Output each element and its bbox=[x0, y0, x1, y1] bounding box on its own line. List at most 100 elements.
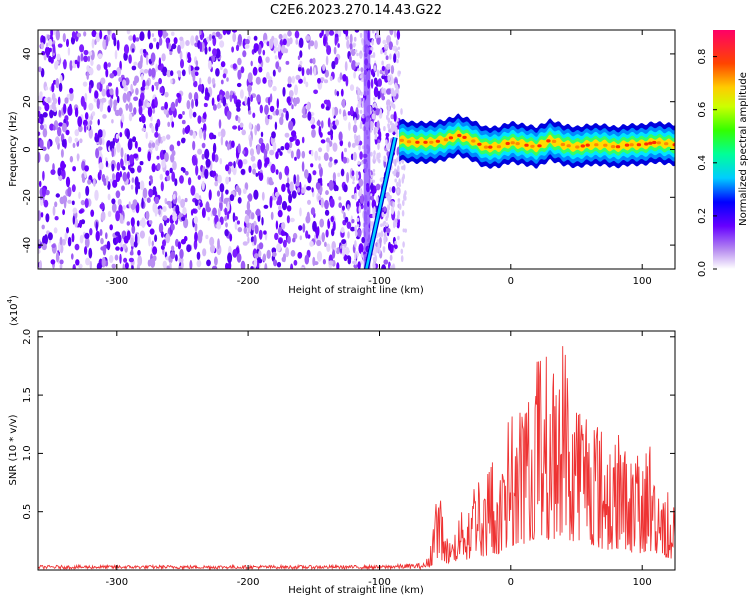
top-x-axis-label: Height of straight line (km) bbox=[288, 285, 424, 296]
noise-speck bbox=[233, 161, 236, 169]
noise-speck bbox=[231, 30, 238, 33]
noise-speck bbox=[263, 230, 267, 235]
noise-speck bbox=[152, 108, 156, 114]
noise-speck bbox=[112, 179, 118, 188]
faint-noise-speck bbox=[372, 179, 376, 183]
noise-speck bbox=[107, 193, 111, 201]
noise-speck bbox=[204, 46, 208, 55]
ridge-peak bbox=[429, 140, 434, 144]
noise-speck bbox=[194, 199, 199, 207]
noise-speck bbox=[240, 260, 246, 269]
noise-speck bbox=[122, 263, 125, 269]
noise-speck bbox=[282, 86, 286, 97]
noise-speck bbox=[51, 40, 56, 45]
noise-speck bbox=[64, 97, 69, 104]
noise-speck bbox=[299, 50, 303, 58]
noise-speck bbox=[79, 138, 83, 144]
noise-speck bbox=[294, 156, 297, 161]
noise-speck bbox=[388, 241, 391, 251]
noise-speck bbox=[57, 126, 62, 137]
ridge-peak bbox=[566, 144, 571, 148]
noise-speck bbox=[152, 246, 158, 255]
noise-speck bbox=[291, 190, 297, 199]
noise-speck bbox=[383, 226, 387, 233]
noise-speck bbox=[211, 152, 216, 162]
noise-speck bbox=[299, 235, 302, 241]
faint-noise-speck bbox=[372, 113, 376, 120]
noise-speck bbox=[272, 141, 277, 152]
noise-speck bbox=[301, 114, 308, 119]
ridge-peak bbox=[546, 139, 551, 143]
faint-noise-speck bbox=[398, 203, 402, 210]
noise-speck bbox=[293, 174, 297, 185]
x-tick-label: 0 bbox=[508, 276, 514, 287]
noise-speck bbox=[349, 84, 355, 91]
ridge-peak bbox=[664, 142, 669, 146]
noise-speck bbox=[195, 98, 199, 107]
noise-speck bbox=[85, 185, 90, 196]
noise-speck bbox=[222, 30, 227, 36]
noise-speck bbox=[107, 30, 111, 36]
noise-speck bbox=[278, 205, 282, 211]
noise-speck bbox=[180, 238, 186, 245]
faint-noise-speck bbox=[372, 172, 376, 176]
noise-speck bbox=[179, 248, 184, 259]
noise-speck bbox=[165, 233, 171, 244]
noise-speck bbox=[67, 199, 72, 204]
faint-noise-speck bbox=[372, 168, 376, 173]
noise-speck bbox=[215, 68, 220, 77]
noise-speck bbox=[58, 109, 62, 117]
faint-noise-speck bbox=[354, 240, 357, 248]
snr-background bbox=[38, 331, 675, 570]
noise-speck bbox=[236, 253, 242, 263]
noise-speck bbox=[285, 110, 289, 121]
faint-noise-speck bbox=[361, 100, 365, 109]
noise-speck bbox=[105, 232, 108, 240]
noise-speck bbox=[370, 78, 374, 89]
noise-speck bbox=[119, 214, 124, 224]
noise-speck bbox=[166, 175, 171, 181]
noise-speck bbox=[281, 222, 286, 230]
noise-speck bbox=[130, 167, 135, 174]
noise-speck bbox=[141, 127, 146, 132]
noise-speck bbox=[141, 115, 146, 124]
noise-speck bbox=[309, 65, 313, 76]
noise-speck bbox=[214, 181, 219, 187]
noise-speck bbox=[148, 188, 154, 198]
noise-speck bbox=[107, 105, 111, 113]
noise-speck bbox=[278, 33, 283, 40]
noise-speck bbox=[305, 35, 311, 41]
noise-speck bbox=[128, 113, 133, 122]
noise-speck bbox=[215, 31, 221, 38]
noise-speck bbox=[269, 115, 273, 120]
x-tick-label: -200 bbox=[237, 577, 260, 588]
noise-speck bbox=[123, 235, 129, 244]
noise-speck bbox=[46, 34, 51, 40]
noise-speck bbox=[254, 253, 259, 259]
noise-speck bbox=[257, 159, 262, 170]
noise-speck bbox=[232, 125, 238, 130]
noise-speck bbox=[240, 66, 245, 74]
noise-speck bbox=[65, 176, 71, 188]
ridge-peak bbox=[399, 138, 404, 142]
noise-speck bbox=[173, 37, 178, 45]
noise-speck bbox=[184, 170, 189, 176]
noise-speck bbox=[219, 40, 225, 48]
noise-speck bbox=[134, 140, 138, 149]
faint-noise-speck bbox=[391, 87, 395, 96]
faint-noise-speck bbox=[382, 246, 386, 253]
noise-speck bbox=[87, 179, 92, 185]
noise-speck bbox=[193, 80, 198, 88]
noise-speck bbox=[237, 57, 242, 66]
faint-noise-speck bbox=[397, 165, 400, 173]
noise-speck bbox=[151, 163, 156, 173]
noise-speck bbox=[194, 222, 198, 233]
noise-speck bbox=[115, 236, 119, 244]
noise-speck bbox=[280, 146, 285, 151]
noise-speck bbox=[242, 50, 247, 58]
noise-speck bbox=[288, 90, 294, 97]
noise-speck bbox=[390, 114, 395, 120]
noise-speck bbox=[178, 113, 183, 120]
noise-speck bbox=[274, 232, 279, 241]
